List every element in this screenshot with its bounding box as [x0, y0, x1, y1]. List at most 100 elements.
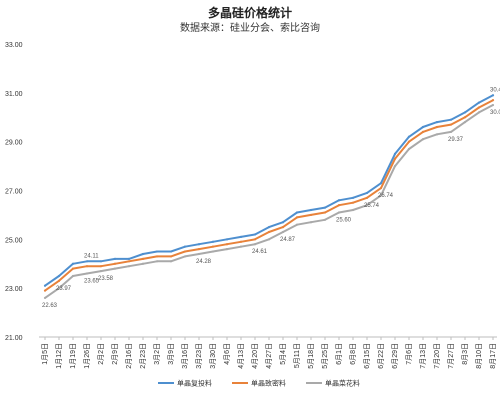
data-label: 22.63 [42, 303, 58, 309]
x-tick-label: 4月6日 [223, 343, 231, 365]
x-tick-label: 7月13日 [419, 343, 427, 369]
data-point [211, 240, 215, 243]
x-tick-label: 6月29日 [391, 343, 399, 369]
data-point [99, 265, 103, 268]
x-tick-label: 6月15日 [363, 343, 371, 369]
x-tick-label: 4月13日 [237, 343, 245, 369]
data-point [309, 213, 313, 217]
x-tick-label: 2月16日 [125, 343, 133, 369]
data-point [113, 257, 117, 260]
data-label: 29.37 [448, 137, 464, 143]
data-point [71, 274, 75, 278]
data-point [127, 257, 131, 260]
x-tick-label: 5月18日 [307, 343, 315, 369]
y-tick-label: 33.00 [5, 42, 23, 49]
data-point [267, 226, 271, 229]
data-point [351, 208, 355, 212]
data-point [379, 186, 383, 190]
data-point [197, 243, 201, 246]
x-tick-label: 7月20日 [433, 343, 441, 369]
data-point [197, 252, 201, 256]
data-point [155, 260, 159, 263]
data-point [239, 245, 243, 248]
data-point [267, 238, 271, 241]
data-point [99, 260, 103, 263]
data-point [365, 191, 369, 195]
data-label: 23.97 [56, 286, 72, 292]
data-label: 24.61 [252, 249, 268, 255]
data-point [407, 147, 411, 151]
data-label: 24.87 [280, 237, 296, 243]
data-point [421, 138, 425, 141]
x-tick-label: 3月23日 [195, 343, 203, 369]
data-point [477, 111, 481, 114]
x-tick-label: 3月2日 [153, 343, 161, 365]
data-point [99, 269, 103, 273]
data-label: 26.74 [378, 193, 394, 199]
data-point [127, 265, 131, 268]
series-layer [43, 94, 495, 300]
data-point [253, 243, 257, 246]
data-point [43, 284, 47, 287]
data-point [169, 260, 173, 263]
data-label: 24.28 [196, 259, 212, 265]
data-point [141, 262, 145, 265]
data-point [281, 226, 285, 229]
data-point [365, 204, 369, 207]
data-label: 24.11 [84, 253, 99, 259]
data-label: 23.58 [98, 276, 114, 282]
data-point [57, 279, 61, 282]
data-point [225, 248, 229, 251]
data-point [407, 140, 411, 143]
data-point [85, 265, 89, 268]
data-point [295, 223, 299, 226]
x-tick-label: 7月27日 [447, 343, 455, 369]
data-point [211, 245, 215, 248]
series-1 [43, 94, 495, 287]
series-3 [43, 103, 495, 300]
data-point [379, 194, 383, 197]
data-point [169, 250, 173, 253]
data-point [449, 118, 453, 121]
legend-label: 单晶菜花料 [325, 379, 360, 388]
data-point [491, 94, 495, 97]
data-point [435, 121, 439, 124]
x-tick-label: 4月20日 [251, 343, 259, 369]
data-point [225, 238, 229, 241]
data-point [477, 101, 481, 104]
data-point [57, 287, 61, 290]
y-tick-label: 23.00 [5, 286, 23, 293]
data-point [169, 255, 173, 258]
data-point [351, 201, 355, 204]
data-point [435, 125, 439, 129]
data-point [71, 267, 75, 270]
x-tick-label: 6月8日 [349, 343, 357, 365]
x-tick-label: 8月10日 [475, 343, 483, 369]
data-point [239, 235, 243, 238]
x-tick-label: 2月2日 [97, 343, 105, 365]
data-point [323, 211, 327, 214]
x-tick-label: 5月4日 [279, 343, 287, 365]
data-point [379, 182, 383, 185]
data-point [351, 196, 355, 199]
data-point [85, 260, 89, 263]
data-point [295, 216, 299, 219]
data-point [155, 255, 159, 258]
data-point [253, 233, 257, 236]
data-point [281, 230, 285, 234]
x-tick-label: 6月22日 [377, 343, 385, 369]
x-tick-label: 5月11日 [293, 343, 301, 368]
data-label: 25.74 [364, 203, 380, 209]
x-tick-label: 3月16日 [181, 343, 189, 369]
series-line [44, 104, 494, 299]
legend: 单晶复投料 单晶致密料 单晶菜花料 [158, 379, 360, 388]
y-tick-label: 21.00 [5, 335, 23, 342]
x-tick-label: 8月3日 [461, 343, 469, 365]
data-point [71, 262, 75, 265]
chart-title: 多晶硅价格统计 [208, 5, 292, 20]
series-2 [43, 99, 495, 292]
data-point [393, 152, 397, 155]
data-point [337, 211, 341, 214]
